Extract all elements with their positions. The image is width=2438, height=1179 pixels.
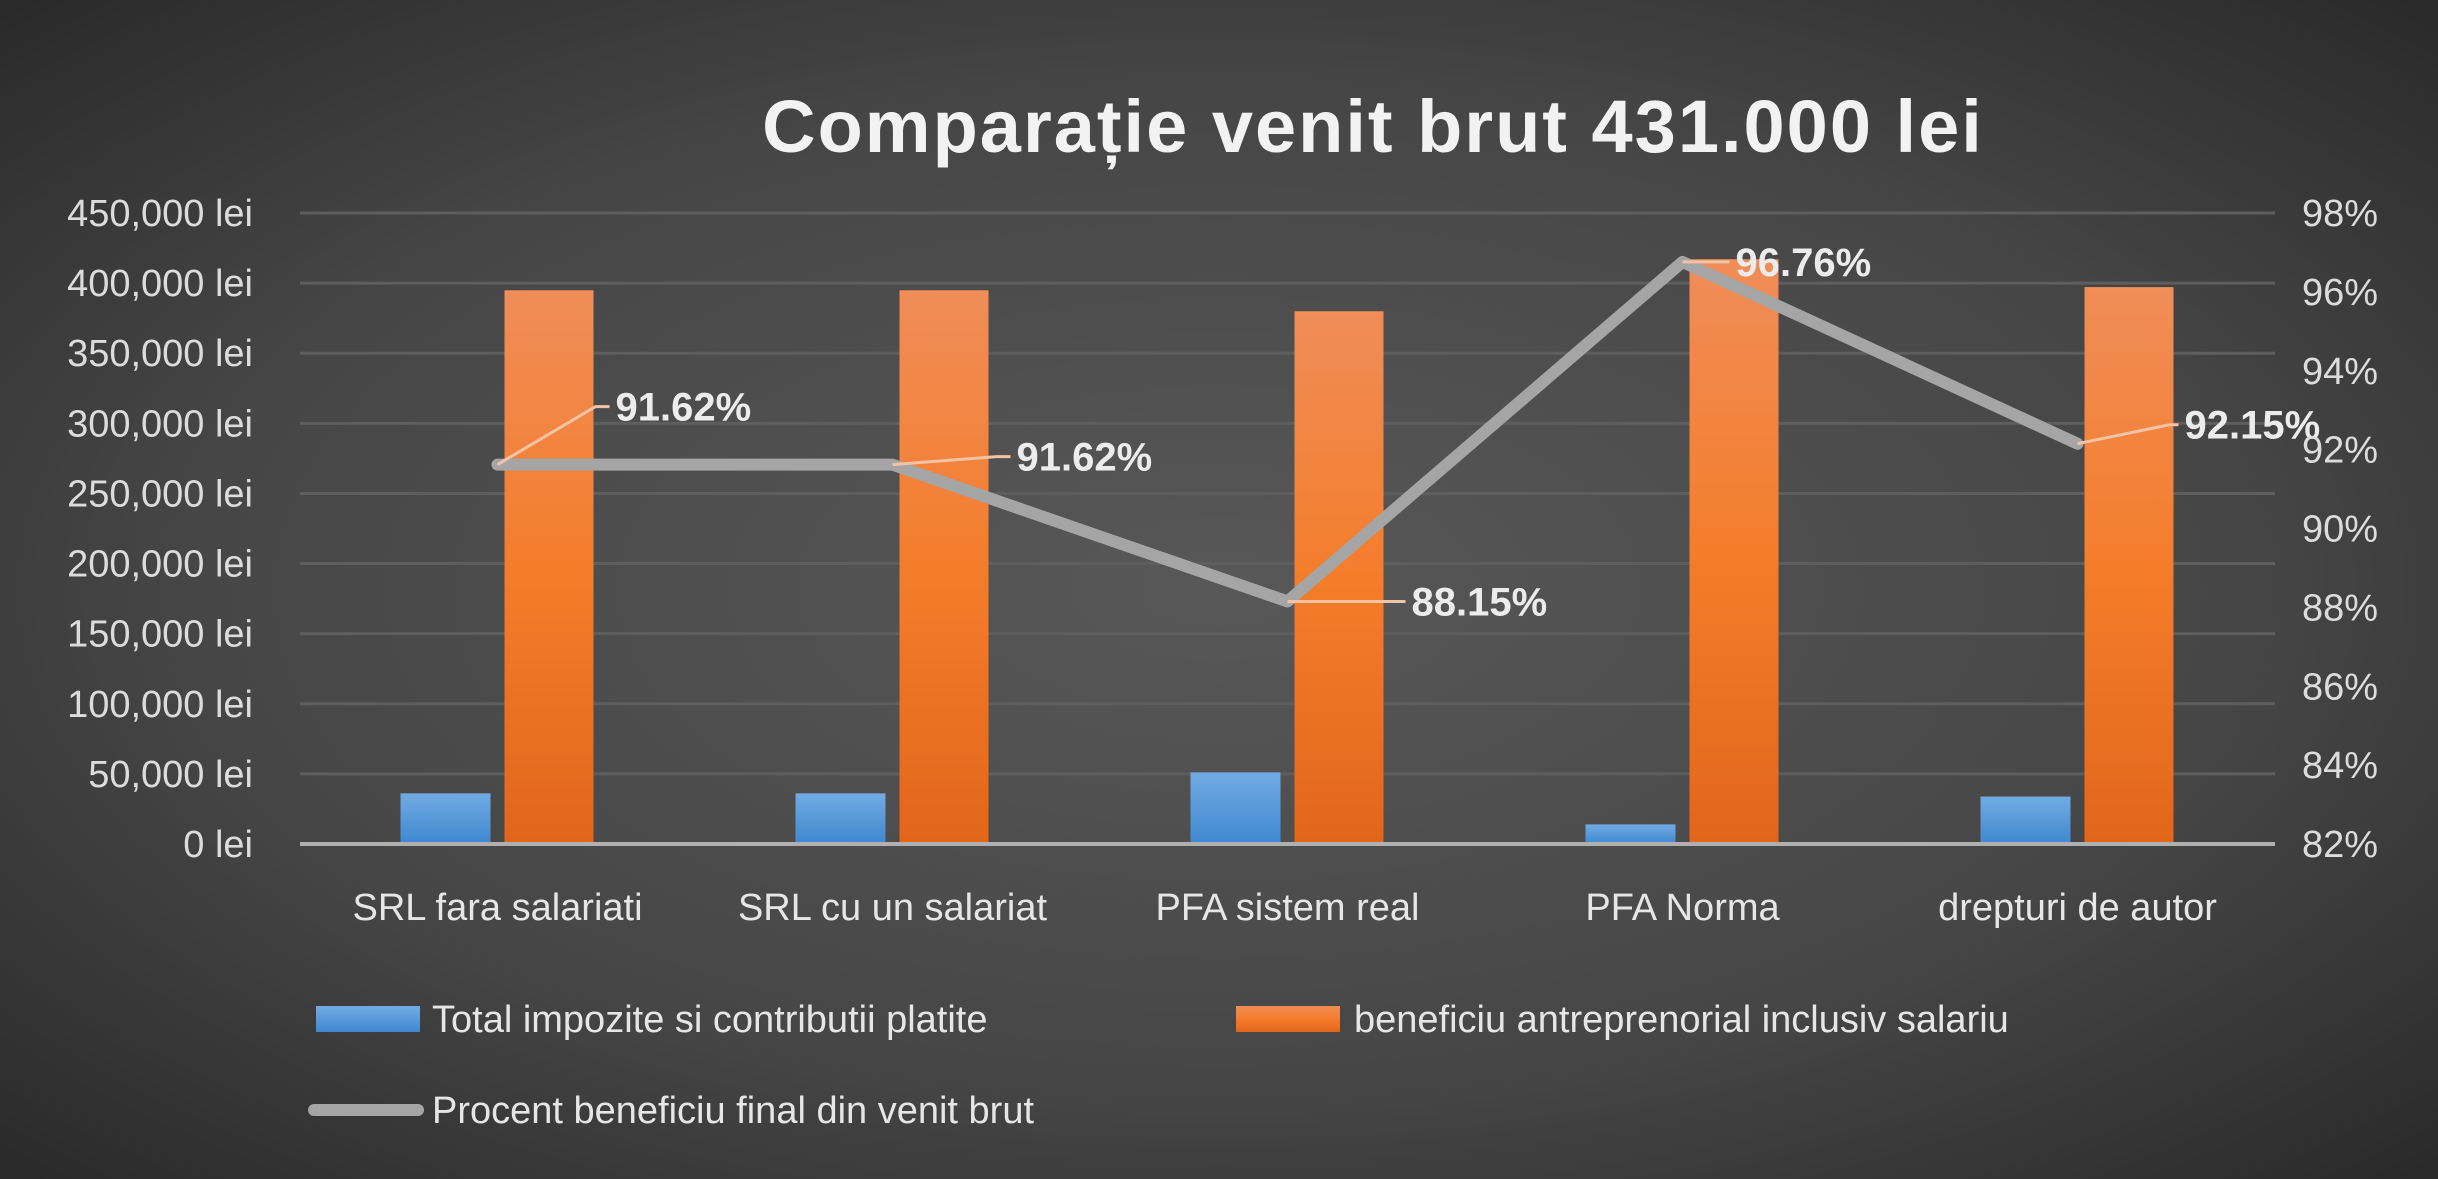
- legend-swatch-benefit: [1236, 1006, 1340, 1032]
- data-label: 91.62%: [616, 386, 752, 430]
- legend-label-percent: Procent beneficiu final din venit brut: [432, 1090, 1034, 1132]
- data-label: 92.15%: [2185, 404, 2321, 448]
- y-left-tick-label: 150,000 lei: [67, 614, 253, 656]
- bar-benefit: [1689, 259, 1779, 844]
- y-left-tick-label: 450,000 lei: [67, 193, 253, 235]
- data-label: 96.76%: [1736, 241, 1872, 285]
- data-label-leader: [892, 455, 1011, 467]
- x-category-label: SRL fara salariati: [352, 887, 642, 929]
- data-label: 88.15%: [1412, 580, 1548, 624]
- y-left-tick-label: 250,000 lei: [67, 473, 253, 515]
- x-category-label: PFA sistem real: [1156, 887, 1420, 929]
- x-category-label: SRL cu un salariat: [738, 887, 1048, 929]
- data-label-leader: [496, 405, 610, 466]
- bar-benefit: [504, 290, 594, 844]
- legend-swatch-taxes: [316, 1006, 420, 1032]
- y-right-tick-label: 82%: [2302, 824, 2378, 866]
- y-right-tick-label: 98%: [2302, 193, 2378, 235]
- y-right-tick-label: 86%: [2302, 666, 2378, 708]
- bar-benefit: [2084, 287, 2174, 844]
- y-right-tick-label: 94%: [2302, 351, 2378, 393]
- bar-benefit: [899, 290, 989, 844]
- bar-taxes: [1980, 796, 2071, 844]
- y-right-tick-label: 96%: [2302, 272, 2378, 314]
- y-left-tick-label: 350,000 lei: [67, 333, 253, 375]
- data-label-leader: [2077, 423, 2179, 446]
- x-category-label: PFA Norma: [1585, 887, 1780, 929]
- y-left-tick-label: 200,000 lei: [67, 544, 253, 586]
- y-left-tick-label: 100,000 lei: [67, 684, 253, 726]
- y-right-tick-label: 88%: [2302, 587, 2378, 629]
- bar-taxes: [1190, 772, 1281, 844]
- bar-taxes: [795, 793, 886, 844]
- chart-title: Comparație venit brut 431.000 lei: [762, 85, 1984, 169]
- y-right-tick-label: 92%: [2302, 430, 2378, 472]
- legend-label-benefit: beneficiu antreprenorial inclusiv salari…: [1354, 999, 2009, 1041]
- data-label: 91.62%: [1017, 436, 1153, 480]
- y-left-tick-label: 50,000 lei: [88, 754, 253, 796]
- y-left-tick-label: 400,000 lei: [67, 263, 253, 305]
- y-left-tick-label: 300,000 lei: [67, 403, 253, 445]
- y-right-tick-label: 90%: [2302, 509, 2378, 551]
- legend-label-taxes: Total impozite si contributii platite: [432, 999, 987, 1041]
- bar-taxes: [1585, 824, 1676, 844]
- y-left-tick-label: 0 lei: [183, 824, 253, 866]
- x-category-label: drepturi de autor: [1938, 887, 2217, 929]
- bar-taxes: [400, 793, 491, 844]
- y-right-tick-label: 84%: [2302, 745, 2378, 787]
